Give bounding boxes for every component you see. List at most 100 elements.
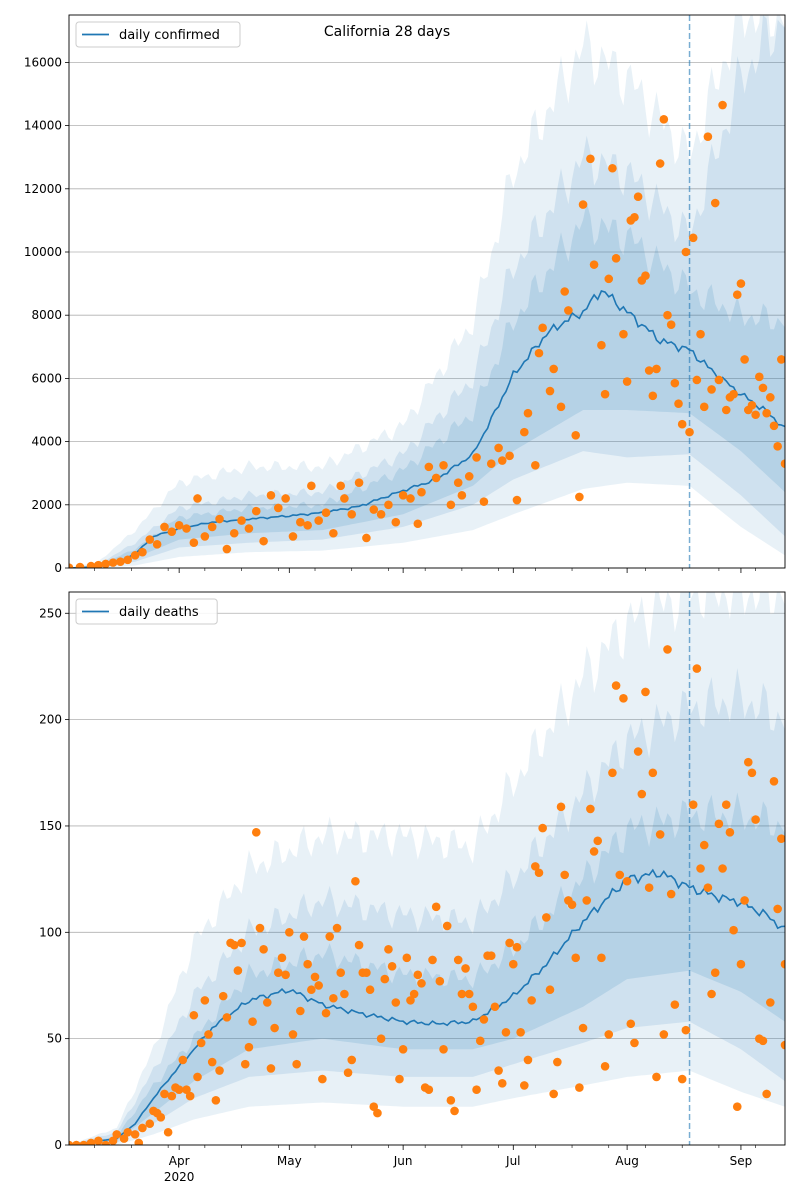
observed-point bbox=[461, 964, 470, 973]
observed-point bbox=[431, 473, 441, 483]
observed-point bbox=[608, 163, 617, 173]
observed-point bbox=[303, 521, 312, 530]
observed-point bbox=[123, 555, 133, 565]
observed-point bbox=[248, 1017, 257, 1026]
observed-point bbox=[505, 938, 514, 948]
observed-point bbox=[281, 494, 290, 503]
observed-point bbox=[431, 902, 441, 912]
observed-point bbox=[285, 928, 294, 937]
axes-frame bbox=[68, 14, 786, 569]
observed-point bbox=[222, 544, 232, 554]
observed-point bbox=[479, 1015, 489, 1024]
observed-point bbox=[699, 840, 709, 850]
observed-point bbox=[424, 462, 434, 472]
observed-point bbox=[597, 953, 606, 963]
observed-point bbox=[633, 192, 643, 201]
observed-point bbox=[663, 645, 672, 654]
observed-point bbox=[608, 768, 617, 778]
observed-point bbox=[380, 974, 390, 984]
observed-point bbox=[108, 558, 118, 567]
plot-area bbox=[69, 15, 785, 568]
observed-point bbox=[611, 254, 621, 263]
observed-point bbox=[600, 389, 610, 399]
y-tick-label: 14000 bbox=[24, 119, 62, 133]
observed-point bbox=[384, 945, 393, 954]
observed-point bbox=[369, 505, 379, 514]
y-tick-label: 150 bbox=[39, 819, 62, 833]
observed-point bbox=[277, 953, 287, 963]
observed-point bbox=[472, 453, 481, 462]
observed-point bbox=[766, 393, 775, 402]
observed-point bbox=[567, 900, 577, 909]
observed-point bbox=[196, 1038, 206, 1048]
y-tick-label: 0 bbox=[54, 561, 62, 575]
y-tick-label: 12000 bbox=[24, 182, 62, 196]
observed-point bbox=[688, 233, 698, 243]
observed-point bbox=[347, 509, 357, 519]
observed-point bbox=[167, 527, 177, 536]
observed-point bbox=[362, 533, 371, 543]
legend-label: daily deaths bbox=[119, 605, 199, 620]
observed-point bbox=[428, 955, 437, 965]
observed-point bbox=[663, 310, 672, 320]
observed-point bbox=[200, 996, 210, 1005]
observed-point bbox=[773, 442, 782, 451]
observed-point bbox=[545, 985, 555, 995]
observed-point bbox=[336, 481, 346, 491]
observed-point bbox=[347, 1055, 357, 1065]
observed-point bbox=[696, 864, 705, 873]
observed-point bbox=[736, 959, 746, 969]
observed-point bbox=[475, 1036, 485, 1046]
observed-point bbox=[670, 1000, 680, 1009]
observed-point bbox=[310, 972, 320, 982]
observed-point bbox=[244, 1042, 254, 1052]
observed-point bbox=[174, 1085, 184, 1094]
observed-point bbox=[189, 538, 199, 548]
observed-point bbox=[542, 913, 551, 922]
observed-point bbox=[497, 456, 507, 465]
observed-point bbox=[185, 1091, 195, 1101]
observed-point bbox=[321, 508, 331, 517]
observed-point bbox=[362, 968, 371, 978]
observed-point bbox=[549, 364, 558, 374]
observed-point bbox=[758, 383, 768, 393]
observed-point bbox=[630, 1038, 639, 1048]
observed-point bbox=[340, 494, 349, 503]
observed-point bbox=[86, 561, 96, 568]
observed-point bbox=[270, 1023, 279, 1033]
observed-point bbox=[273, 968, 283, 978]
observed-point bbox=[556, 402, 566, 412]
observed-point bbox=[255, 923, 265, 933]
median-line bbox=[69, 868, 785, 1145]
observed-point bbox=[369, 1102, 379, 1112]
observed-point bbox=[259, 945, 268, 954]
observed-point bbox=[439, 1044, 448, 1054]
observed-point bbox=[520, 427, 529, 437]
observed-point bbox=[464, 989, 474, 999]
observed-point bbox=[732, 1102, 742, 1112]
observed-point bbox=[112, 1130, 122, 1139]
observed-point bbox=[615, 870, 625, 880]
observed-point bbox=[453, 478, 463, 487]
x-tick-label: Jul bbox=[505, 1154, 520, 1168]
observed-point bbox=[714, 819, 724, 829]
observed-point bbox=[578, 1023, 588, 1033]
observed-point bbox=[707, 385, 716, 394]
observed-point bbox=[119, 1134, 129, 1143]
observed-point bbox=[303, 959, 312, 969]
observed-point bbox=[545, 386, 555, 396]
observed-point bbox=[365, 985, 375, 995]
x-tick-sublabel: 2020 bbox=[164, 1170, 195, 1184]
observed-point bbox=[343, 1068, 353, 1077]
observed-point bbox=[215, 1066, 224, 1075]
observed-point bbox=[101, 1140, 111, 1145]
observed-point bbox=[688, 800, 698, 809]
observed-point bbox=[296, 517, 305, 527]
observed-point bbox=[376, 509, 386, 519]
plot-area bbox=[69, 592, 785, 1145]
observed-point bbox=[531, 461, 540, 470]
observed-point bbox=[560, 287, 569, 296]
observed-point bbox=[138, 547, 147, 557]
y-tick-label: 200 bbox=[39, 713, 62, 727]
x-tick-label: Apr bbox=[169, 1154, 190, 1168]
